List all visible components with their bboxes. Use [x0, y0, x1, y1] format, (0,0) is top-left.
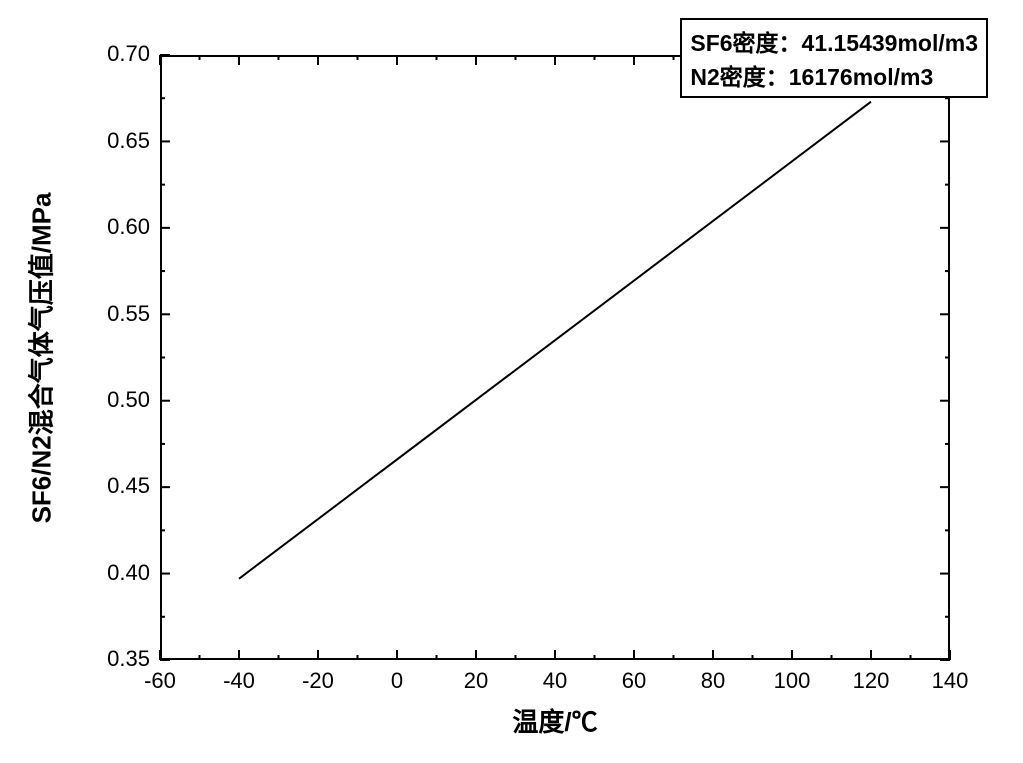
legend-line-0: SF6密度：41.15439mol/m3 — [690, 24, 978, 58]
y-axis-title: SF6/N2混合气体气压值/MPa — [22, 192, 59, 523]
y-tick-label: 0.65 — [107, 128, 150, 154]
x-tick-label: 20 — [464, 668, 488, 694]
y-tick-label: 0.35 — [107, 646, 150, 672]
x-tick-label: 120 — [853, 668, 890, 694]
x-tick-label: 40 — [543, 668, 567, 694]
x-tick-label: -40 — [223, 668, 255, 694]
x-tick-label: 0 — [391, 668, 403, 694]
x-tick-label: 100 — [774, 668, 811, 694]
x-tick-label: 140 — [932, 668, 969, 694]
x-tick-label: -20 — [302, 668, 334, 694]
y-tick-label: 0.50 — [107, 387, 150, 413]
y-tick-label: 0.55 — [107, 301, 150, 327]
y-tick-label: 0.45 — [107, 473, 150, 499]
legend-line-1: N2密度：16176mol/m3 — [690, 58, 978, 92]
y-tick-label: 0.70 — [107, 41, 150, 67]
x-tick-label: 80 — [701, 668, 725, 694]
plot-svg — [0, 0, 1023, 763]
pressure-line — [239, 102, 871, 579]
y-tick-label: 0.60 — [107, 214, 150, 240]
y-tick-label: 0.40 — [107, 560, 150, 586]
x-axis-title: 温度/℃ — [512, 702, 597, 739]
chart-container: SF6/N2混合气体气压值/MPa 温度/℃ SF6密度：41.15439mol… — [0, 0, 1023, 763]
x-tick-label: 60 — [622, 668, 646, 694]
legend-box: SF6密度：41.15439mol/m3 N2密度：16176mol/m3 — [680, 18, 988, 98]
